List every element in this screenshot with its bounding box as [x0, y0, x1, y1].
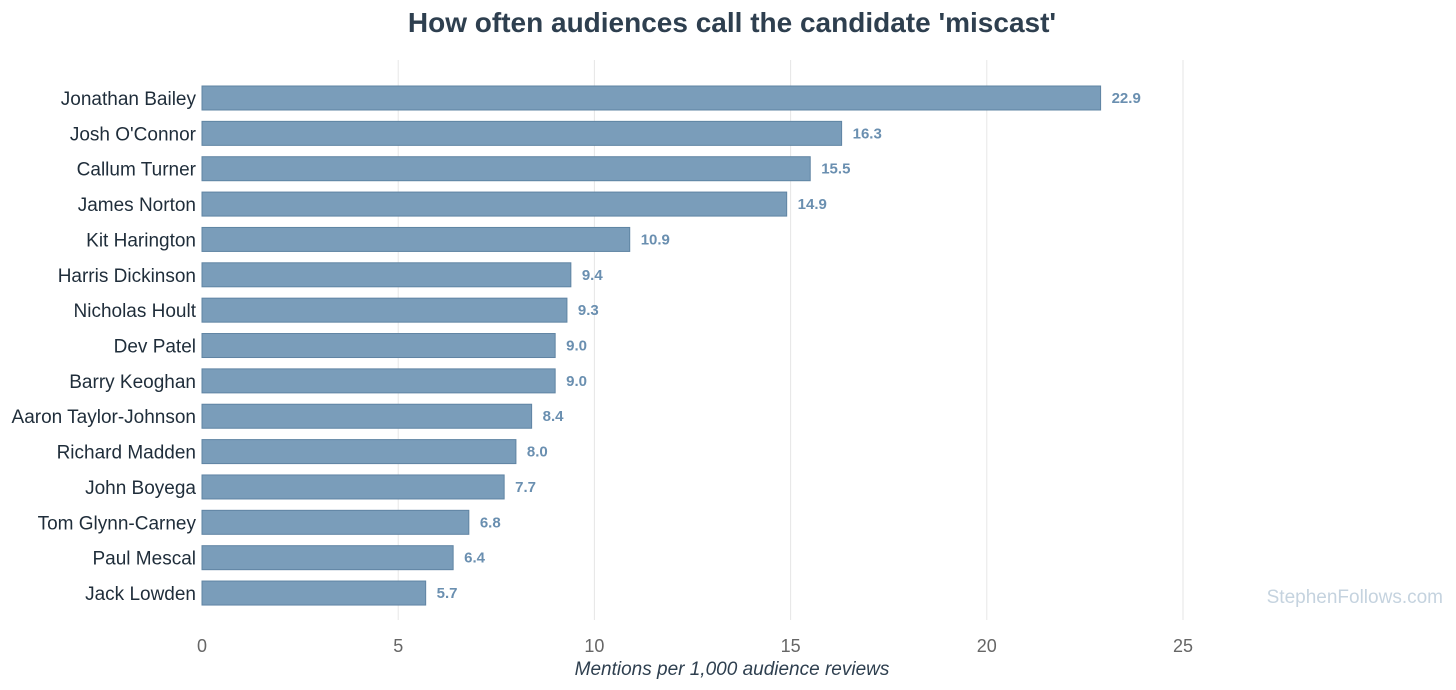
bar [201, 368, 556, 394]
category-label: Paul Mescal [93, 549, 197, 570]
value-label: 6.8 [480, 514, 501, 531]
category-label: Callum Turner [77, 160, 197, 181]
category-label: Tom Glynn-Carney [38, 513, 197, 534]
x-tick-labels: 0 5 10 15 20 25 [197, 636, 1193, 656]
watermark: StephenFollows.com [1267, 587, 1443, 608]
bar [201, 439, 517, 465]
category-label: Aaron Taylor-Johnson [12, 407, 196, 428]
x-tick-label: 15 [781, 636, 801, 656]
category-label: Barry Keoghan [69, 372, 196, 393]
bar [201, 85, 1102, 111]
category-label: James Norton [78, 195, 196, 216]
value-label: 8.0 [527, 444, 548, 461]
category-labels: Jonathan Bailey Josh O'Connor Callum Turne… [12, 89, 197, 605]
value-label: 9.3 [578, 302, 599, 319]
value-label: 22.9 [1112, 90, 1141, 107]
category-label: Harris Dickinson [58, 266, 196, 287]
x-tick-label: 0 [197, 636, 207, 656]
category-label: Jack Lowden [85, 584, 196, 605]
value-label: 7.7 [515, 479, 536, 496]
bar [201, 580, 427, 606]
value-label: 10.9 [641, 231, 670, 248]
bar [201, 226, 631, 252]
x-axis-label: Mentions per 1,000 audience reviews [575, 659, 890, 680]
chart-title: How often audiences call the candidate '… [408, 7, 1056, 38]
bar [201, 156, 811, 182]
category-label: Nicholas Hoult [74, 301, 197, 322]
x-tick-label: 25 [1173, 636, 1193, 656]
bar [201, 474, 505, 500]
bar [201, 297, 568, 323]
value-label: 9.4 [582, 267, 604, 284]
value-label: 15.5 [821, 161, 850, 178]
bar [201, 120, 843, 146]
value-label: 16.3 [853, 125, 882, 142]
value-labels: 22.9 16.3 15.5 14.9 10.9 9.4 9.3 9.0 9.0 8.4 8.0 7.… [437, 90, 1141, 602]
value-label: 5.7 [437, 585, 458, 602]
value-label: 9.0 [566, 373, 587, 390]
category-label: Josh O'Connor [70, 124, 197, 145]
category-label: Richard Madden [57, 443, 196, 464]
x-tick-label: 20 [977, 636, 997, 656]
category-label: Kit Harington [86, 230, 196, 251]
value-label: 14.9 [798, 196, 827, 213]
bar [201, 545, 454, 571]
bar [201, 333, 556, 359]
bar [201, 403, 533, 429]
bar [201, 509, 470, 535]
bars [201, 85, 1102, 606]
bar [201, 191, 788, 217]
value-label: 8.4 [543, 408, 565, 425]
x-tick-label: 10 [584, 636, 604, 656]
bar [201, 262, 572, 288]
category-label: John Boyega [85, 478, 196, 499]
category-label: Dev Patel [114, 337, 196, 358]
value-label: 9.0 [566, 338, 587, 355]
x-tick-label: 5 [393, 636, 403, 656]
category-label: Jonathan Bailey [61, 89, 197, 110]
value-label: 6.4 [464, 550, 486, 567]
